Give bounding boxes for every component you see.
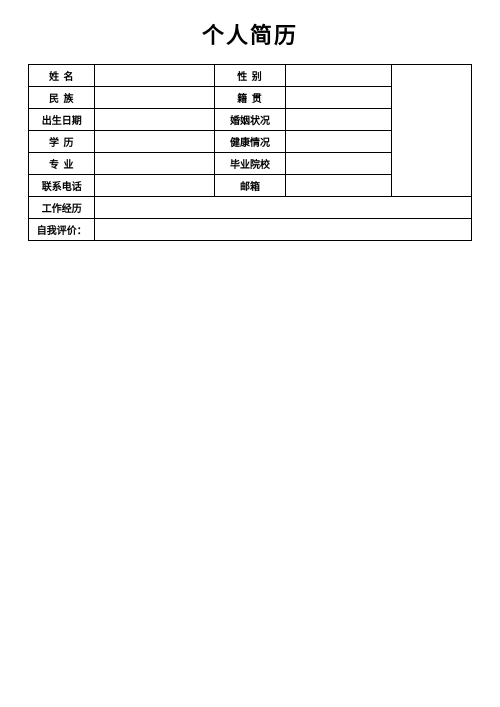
label-name: 姓 名 xyxy=(29,65,95,87)
value-email xyxy=(285,175,391,197)
label-email: 邮箱 xyxy=(215,175,286,197)
label-school: 毕业院校 xyxy=(215,153,286,175)
value-native-place xyxy=(285,87,391,109)
value-phone xyxy=(95,175,215,197)
value-gender xyxy=(285,65,391,87)
value-major xyxy=(95,153,215,175)
value-birth-date xyxy=(95,109,215,131)
row-name-gender: 姓 名 性 别 xyxy=(29,65,472,87)
label-ethnicity: 民 族 xyxy=(29,87,95,109)
value-work-history xyxy=(95,197,472,219)
label-phone: 联系电话 xyxy=(29,175,95,197)
resume-page: 个人简历 姓 名 性 别 民 族 籍 贯 出生日期 婚姻状况 xyxy=(0,0,500,707)
value-name xyxy=(95,65,215,87)
label-self-eval: 自我评价： xyxy=(29,219,95,241)
label-native-place: 籍 贯 xyxy=(215,87,286,109)
page-title: 个人简历 xyxy=(28,18,472,50)
label-gender: 性 别 xyxy=(215,65,286,87)
value-self-eval xyxy=(95,219,472,241)
label-birth-date: 出生日期 xyxy=(29,109,95,131)
label-marital-status: 婚姻状况 xyxy=(215,109,286,131)
label-major: 专 业 xyxy=(29,153,95,175)
value-ethnicity xyxy=(95,87,215,109)
resume-table: 姓 名 性 别 民 族 籍 贯 出生日期 婚姻状况 学 历 健康情况 专 业 xyxy=(28,64,472,263)
value-marital-status xyxy=(285,109,391,131)
label-work-history: 工作经历 xyxy=(29,197,95,219)
blank-space xyxy=(29,241,472,263)
value-education xyxy=(95,131,215,153)
row-self-eval: 自我评价： xyxy=(29,219,472,241)
photo-cell xyxy=(392,65,472,197)
row-remainder xyxy=(29,241,472,263)
value-school xyxy=(285,153,391,175)
row-work-history: 工作经历 xyxy=(29,197,472,219)
value-health xyxy=(285,131,391,153)
label-health: 健康情况 xyxy=(215,131,286,153)
label-education: 学 历 xyxy=(29,131,95,153)
